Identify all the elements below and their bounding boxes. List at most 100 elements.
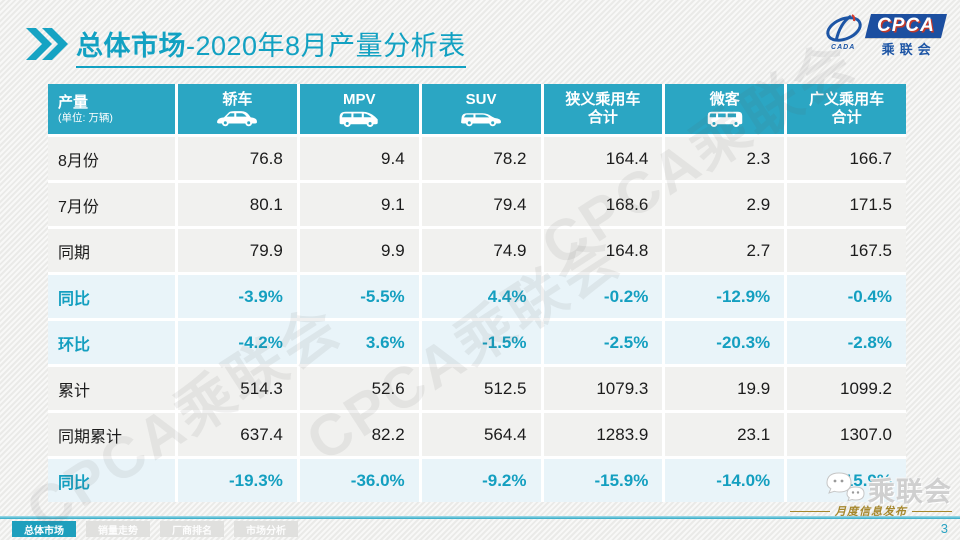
page-title-row: 总体市场-2020年8月产量分析表 xyxy=(26,24,466,68)
publish-caption: 月度信息发布 xyxy=(790,503,952,519)
cpca-wordmark: CPCA 乘联会 xyxy=(865,14,947,58)
table-cell: -36.0% xyxy=(299,459,419,502)
table-cell: 164.4 xyxy=(543,137,663,180)
table-cell: 168.6 xyxy=(543,183,663,226)
row-label: 8月份 xyxy=(48,137,175,180)
wechat-icon xyxy=(825,470,865,509)
table-cell: -0.4% xyxy=(787,275,906,318)
table-cell: 9.9 xyxy=(299,229,419,272)
footer-tab[interactable]: 市场分析 xyxy=(234,521,298,537)
corner-unit: (单位: 万辆) xyxy=(58,111,113,124)
minibus-icon xyxy=(705,109,745,128)
row-label: 环比 xyxy=(48,321,175,364)
table-cell: 52.6 xyxy=(299,367,419,410)
column-label-line2: 合计 xyxy=(831,109,862,126)
table-cell: -4.2% xyxy=(178,321,297,364)
column-header: 广义乘用车 合计 xyxy=(787,84,906,134)
table-cell: 74.9 xyxy=(421,229,541,272)
column-header: MPV xyxy=(299,84,419,134)
table-cell: 637.4 xyxy=(178,413,297,456)
table-cell: 1307.0 xyxy=(787,413,906,456)
row-label: 7月份 xyxy=(48,183,175,226)
table-cell: 79.9 xyxy=(178,229,297,272)
table-cell: 79.4 xyxy=(421,183,541,226)
column-label: 微客 xyxy=(709,90,740,108)
cpca-text: CPCA xyxy=(877,15,935,36)
table-cell: -9.2% xyxy=(421,459,541,502)
table-cell: 564.4 xyxy=(421,413,541,456)
table-cell: 19.9 xyxy=(665,367,785,410)
table-cell: 1079.3 xyxy=(543,367,663,410)
table-cell: 78.2 xyxy=(421,137,541,180)
table-cell: 2.3 xyxy=(665,137,785,180)
table-cell: 1283.9 xyxy=(543,413,663,456)
column-label: 广义乘用车 xyxy=(809,91,885,109)
footer-tab[interactable]: 销量走势 xyxy=(86,521,150,537)
column-label: 轿车 xyxy=(222,90,253,108)
table-cell: -14.0% xyxy=(665,459,785,502)
column-label: 狭义乘用车 xyxy=(565,91,641,109)
table-cell: 514.3 xyxy=(178,367,297,410)
row-label: 同期累计 xyxy=(48,413,175,456)
footer-tab[interactable]: 厂商排名 xyxy=(160,521,224,537)
footer-tab[interactable]: 总体市场 xyxy=(12,521,76,537)
page-title-rest: -2020年8月产量分析表 xyxy=(186,31,466,61)
column-header: 狭义乘用车 合计 xyxy=(543,84,663,134)
table-cell: 167.5 xyxy=(787,229,906,272)
column-header: 微客 xyxy=(665,84,785,134)
table-cell: -3.9% xyxy=(178,275,297,318)
sedan-icon xyxy=(215,109,259,127)
footer-divider xyxy=(0,516,960,519)
table-cell: 4.4% xyxy=(421,275,541,318)
row-label: 同比 xyxy=(48,275,175,318)
table-cell: 166.7 xyxy=(787,137,906,180)
table-cell: 2.7 xyxy=(665,229,785,272)
table-cell: 9.4 xyxy=(299,137,419,180)
table-cell: 82.2 xyxy=(299,413,419,456)
column-header: SUV xyxy=(421,84,541,134)
table-cell: -1.5% xyxy=(421,321,541,364)
table-cell: -2.5% xyxy=(543,321,663,364)
mpv-icon xyxy=(337,109,381,128)
table-cell: -19.3% xyxy=(178,459,297,502)
column-header-production: 产量 (单位: 万辆) xyxy=(48,84,175,134)
cada-emblem-icon: CADA xyxy=(821,14,865,51)
caption-line-left xyxy=(790,510,830,512)
wechat-account-name: 乘联会 xyxy=(868,477,952,507)
table-cell: 23.1 xyxy=(665,413,785,456)
column-header: 轿车 xyxy=(178,84,297,134)
row-label: 同比 xyxy=(48,459,175,502)
table-cell: -5.5% xyxy=(299,275,419,318)
table-cell: -12.9% xyxy=(665,275,785,318)
table-cell: -0.2% xyxy=(543,275,663,318)
page-title: 总体市场-2020年8月产量分析表 xyxy=(76,24,466,68)
table-cell: 80.1 xyxy=(178,183,297,226)
wechat-branding: 乘联会 xyxy=(825,470,952,509)
caption-line-right xyxy=(912,510,952,512)
table-cell: 171.5 xyxy=(787,183,906,226)
table-cell: 9.1 xyxy=(299,183,419,226)
column-label: MPV xyxy=(342,90,376,108)
double-chevron-icon xyxy=(26,27,68,65)
publish-caption-text: 月度信息发布 xyxy=(835,506,907,518)
cada-label: CADA xyxy=(831,44,856,51)
table-cell: 76.8 xyxy=(178,137,297,180)
table-cell: 512.5 xyxy=(421,367,541,410)
table-cell: 2.9 xyxy=(665,183,785,226)
row-label: 同期 xyxy=(48,229,175,272)
table-cell: -15.9% xyxy=(543,459,663,502)
row-label: 累计 xyxy=(48,367,175,410)
table-cell: -2.8% xyxy=(787,321,906,364)
table-cell: 164.8 xyxy=(543,229,663,272)
page-title-section: 总体市场 xyxy=(76,31,186,61)
production-table: 产量 (单位: 万辆) 轿车 MPV SUV 狭义乘用车 合计 微客 广义乘用车 合计 8月份 76.… xyxy=(48,84,906,502)
table-cell: 1099.2 xyxy=(787,367,906,410)
page-number: 3 xyxy=(940,521,948,536)
cpca-logo: CADA CPCA 乘联会 xyxy=(821,14,947,58)
cpca-parallelogram: CPCA xyxy=(865,14,947,38)
suv-icon xyxy=(459,109,503,127)
column-label: SUV xyxy=(465,90,497,108)
table-cell: 3.6% xyxy=(299,321,419,364)
footer-nav-tabs: 总体市场 销量走势 厂商排名 市场分析 xyxy=(12,521,298,537)
